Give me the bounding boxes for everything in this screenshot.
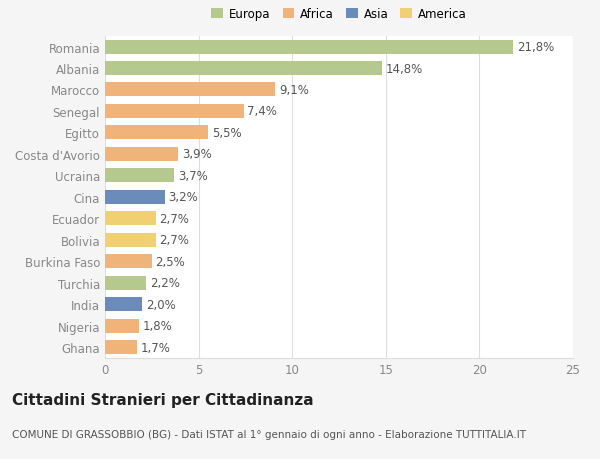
Bar bbox=[105, 105, 244, 118]
Bar bbox=[105, 255, 152, 269]
Bar bbox=[105, 319, 139, 333]
Bar bbox=[105, 276, 146, 290]
Bar bbox=[105, 40, 513, 54]
Text: 2,2%: 2,2% bbox=[150, 277, 180, 290]
Text: 7,4%: 7,4% bbox=[247, 105, 277, 118]
Text: 2,7%: 2,7% bbox=[159, 213, 189, 225]
Text: 1,8%: 1,8% bbox=[142, 319, 172, 332]
Text: 2,7%: 2,7% bbox=[159, 234, 189, 246]
Bar bbox=[105, 233, 155, 247]
Bar bbox=[105, 169, 174, 183]
Text: 14,8%: 14,8% bbox=[386, 62, 423, 75]
Legend: Europa, Africa, Asia, America: Europa, Africa, Asia, America bbox=[208, 5, 470, 24]
Bar bbox=[105, 190, 165, 204]
Bar bbox=[105, 212, 155, 226]
Text: 9,1%: 9,1% bbox=[279, 84, 309, 97]
Text: 3,7%: 3,7% bbox=[178, 169, 208, 182]
Text: 3,9%: 3,9% bbox=[182, 148, 212, 161]
Text: 2,5%: 2,5% bbox=[155, 255, 185, 268]
Bar bbox=[105, 126, 208, 140]
Text: 2,0%: 2,0% bbox=[146, 298, 176, 311]
Text: 1,7%: 1,7% bbox=[140, 341, 170, 354]
Text: 3,2%: 3,2% bbox=[169, 191, 199, 204]
Bar bbox=[105, 62, 382, 76]
Text: COMUNE DI GRASSOBBIO (BG) - Dati ISTAT al 1° gennaio di ogni anno - Elaborazione: COMUNE DI GRASSOBBIO (BG) - Dati ISTAT a… bbox=[12, 429, 526, 439]
Text: 21,8%: 21,8% bbox=[517, 41, 554, 54]
Bar bbox=[105, 340, 137, 354]
Bar bbox=[105, 84, 275, 97]
Bar bbox=[105, 297, 142, 311]
Bar bbox=[105, 147, 178, 162]
Text: Cittadini Stranieri per Cittadinanza: Cittadini Stranieri per Cittadinanza bbox=[12, 392, 314, 408]
Text: 5,5%: 5,5% bbox=[212, 127, 241, 140]
